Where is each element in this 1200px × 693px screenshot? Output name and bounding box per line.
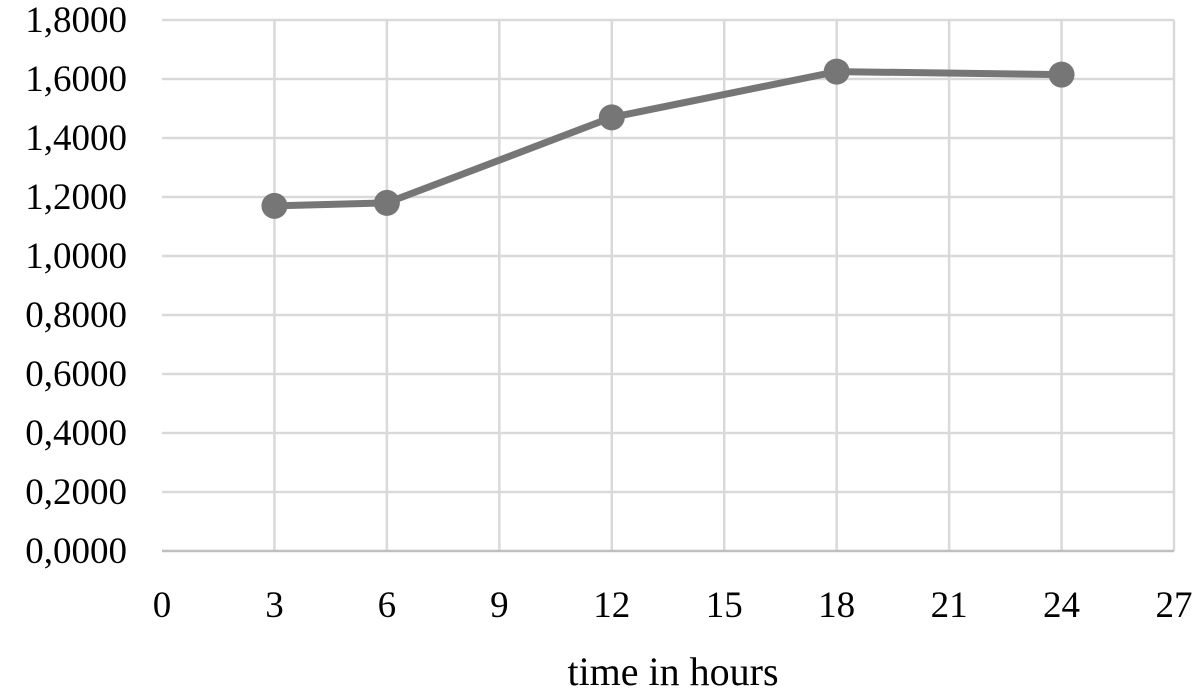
- data-point-24: [1048, 61, 1075, 88]
- x-tick-label: 12: [593, 585, 630, 626]
- x-tick-label: 18: [818, 585, 855, 626]
- x-tick-label: 15: [706, 585, 743, 626]
- y-tick-label: 1,0000: [25, 236, 127, 277]
- x-tick-label: 24: [1043, 585, 1080, 626]
- y-tick-labels: 0,0000 0,2000 0,4000 0,6000 0,8000 1,0000 1,20…: [25, 0, 127, 572]
- data-point-12: [598, 104, 625, 131]
- data-point-3: [261, 192, 288, 219]
- x-tick-label: 9: [490, 585, 509, 626]
- x-axis-title: time in hours: [567, 649, 778, 693]
- y-tick-label: 1,8000: [25, 0, 127, 41]
- y-tick-label: 0,8000: [25, 295, 127, 336]
- data-point-6: [373, 189, 400, 216]
- y-tick-label: 0,4000: [25, 413, 127, 454]
- x-tick-labels: 0 3 6 9 12 15 18 21 24 27: [153, 585, 1193, 626]
- x-tick-label: 6: [378, 585, 397, 626]
- y-tick-label: 1,6000: [25, 59, 127, 100]
- y-tick-label: 0,6000: [25, 354, 127, 395]
- data-points: [261, 58, 1075, 219]
- vertical-gridlines: [273, 20, 1176, 551]
- data-point-18: [823, 58, 850, 85]
- x-tick-label: 27: [1156, 585, 1193, 626]
- x-tick-label: 3: [265, 585, 284, 626]
- x-tick-label: 21: [931, 585, 968, 626]
- y-tick-label: 1,4000: [25, 118, 127, 159]
- y-tick-label: 1,2000: [25, 177, 127, 218]
- y-tick-label: 0,2000: [25, 472, 127, 513]
- horizontal-gridlines: [162, 18, 1174, 494]
- x-tick-label: 0: [153, 585, 172, 626]
- y-tick-label: 0,0000: [25, 531, 127, 572]
